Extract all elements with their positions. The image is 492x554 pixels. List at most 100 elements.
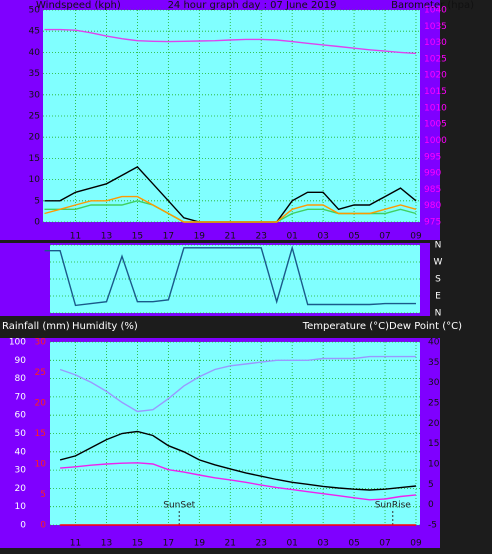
y2-tick-label: 1005 xyxy=(424,120,447,130)
annotation: SunSet xyxy=(163,501,195,511)
y-tick-label: 10 xyxy=(29,175,41,185)
x-tick-label: 09 xyxy=(410,232,422,242)
x-tick-label: 19 xyxy=(194,539,206,549)
y-tick-label: 25 xyxy=(29,112,40,122)
y3-axis-title: Rainfall (mm) xyxy=(2,321,70,332)
y2-tick-label: 0 xyxy=(428,500,434,510)
y-tick-label: S xyxy=(435,275,441,285)
y2-tick-label: 990 xyxy=(424,169,441,179)
x-tick-label: 01 xyxy=(286,539,297,549)
x-tick-label: 11 xyxy=(70,232,81,242)
y-tick-label: 20 xyxy=(15,484,27,494)
x-tick-label: 21 xyxy=(225,539,236,549)
x-tick-label: 23 xyxy=(255,232,266,242)
y2-tick-label: 40 xyxy=(428,338,440,348)
series-line xyxy=(60,462,417,501)
y-tick-label: 50 xyxy=(29,6,41,16)
y2-tick-label: 1015 xyxy=(424,87,447,97)
series-line xyxy=(44,28,417,55)
plot-area xyxy=(50,245,420,313)
y2-tick-label: 10 xyxy=(428,460,440,470)
y-axis-title: Windspeed (kph) xyxy=(36,0,121,11)
y3-tick-label: 25 xyxy=(35,368,46,378)
x-tick-label: 11 xyxy=(70,539,81,549)
y-tick-label: 5 xyxy=(34,196,40,206)
y2-tick-label: 1030 xyxy=(424,38,447,48)
y-tick-label: 10 xyxy=(15,502,27,512)
y2-tick-label: 1020 xyxy=(424,71,447,81)
y2-tick-label: 975 xyxy=(424,218,441,228)
y3-tick-label: 0 xyxy=(40,521,46,531)
y-tick-label: 70 xyxy=(15,392,27,402)
y2-tick-label: 5 xyxy=(428,480,434,490)
x-tick-label: 09 xyxy=(410,539,422,549)
y3-tick-label: 20 xyxy=(35,399,47,409)
x-tick-label: 05 xyxy=(348,232,359,242)
x-tick-label: 13 xyxy=(101,232,112,242)
x-tick-label: 21 xyxy=(225,232,236,242)
y-axis-title: Humidity (%) xyxy=(72,321,138,332)
x-tick-label: 07 xyxy=(379,232,390,242)
y-tick-label: 60 xyxy=(15,411,27,421)
y2-tick-label: 20 xyxy=(428,419,440,429)
y-tick-label: 50 xyxy=(15,429,27,439)
y2-tick-label: 15 xyxy=(428,439,439,449)
y2-tick-label: 980 xyxy=(424,201,441,211)
y-tick-label: 45 xyxy=(29,27,40,37)
y2-tick-label: 995 xyxy=(424,152,441,162)
y2-tick-label: 985 xyxy=(424,185,441,195)
x-tick-label: 17 xyxy=(163,232,174,242)
y-tick-label: N xyxy=(435,309,442,319)
x-tick-label: 03 xyxy=(317,539,328,549)
y3-tick-label: 30 xyxy=(35,338,47,348)
y2-tick-label: 1035 xyxy=(424,22,447,32)
y-tick-label: 40 xyxy=(15,447,27,457)
annotation: SunRise xyxy=(375,501,412,511)
y-tick-label: 100 xyxy=(9,338,26,348)
y2-tick-label: 1010 xyxy=(424,103,447,113)
y2-axis-title: Temperature (°C)Dew Point (°C) xyxy=(302,321,462,332)
x-tick-label: 03 xyxy=(317,232,328,242)
y-tick-label: 20 xyxy=(29,133,41,143)
y-tick-label: E xyxy=(435,292,441,302)
plot-area xyxy=(50,342,420,525)
y-tick-label: W xyxy=(434,258,443,268)
y-tick-label: 0 xyxy=(20,521,26,531)
x-tick-label: 07 xyxy=(379,539,390,549)
series-line xyxy=(59,430,417,491)
plot-area xyxy=(43,10,420,222)
series-line xyxy=(59,355,416,413)
x-tick-label: 15 xyxy=(132,232,143,242)
x-tick-label: 01 xyxy=(286,232,297,242)
y2-tick-label: 25 xyxy=(428,399,439,409)
x-tick-label: 19 xyxy=(194,232,206,242)
y3-tick-label: 10 xyxy=(35,460,47,470)
series-line xyxy=(44,245,416,307)
y2-tick-label: 1025 xyxy=(424,54,447,64)
y-tick-label: 15 xyxy=(29,154,40,164)
y2-tick-label: 1040 xyxy=(424,6,447,16)
y-tick-label: 35 xyxy=(29,69,40,79)
y-tick-label: 40 xyxy=(29,48,41,58)
y-tick-label: N xyxy=(435,241,442,251)
y-tick-label: 80 xyxy=(15,374,27,384)
x-tick-label: 23 xyxy=(256,539,267,549)
y2-axis-title: Barometer (hpa) xyxy=(391,0,474,11)
x-tick-label: 05 xyxy=(348,539,359,549)
y2-tick-label: 30 xyxy=(428,378,440,388)
y-tick-label: 90 xyxy=(15,356,27,366)
x-tick-label: 15 xyxy=(132,539,143,549)
y2-tick-label: 35 xyxy=(428,358,439,368)
y2-tick-label: 1000 xyxy=(424,136,447,146)
x-tick-label: 13 xyxy=(101,539,112,549)
y2-tick-label: -5 xyxy=(428,521,437,531)
y-tick-label: 30 xyxy=(15,466,27,476)
x-tick-label: 17 xyxy=(163,539,174,549)
series-line xyxy=(44,195,417,223)
y3-tick-label: 5 xyxy=(40,490,46,500)
chart-title: 24 hour graph day : 07 June 2019 xyxy=(168,0,337,11)
y-tick-label: 0 xyxy=(34,218,40,228)
y3-tick-label: 15 xyxy=(35,429,46,439)
y-tick-label: 30 xyxy=(29,90,41,100)
